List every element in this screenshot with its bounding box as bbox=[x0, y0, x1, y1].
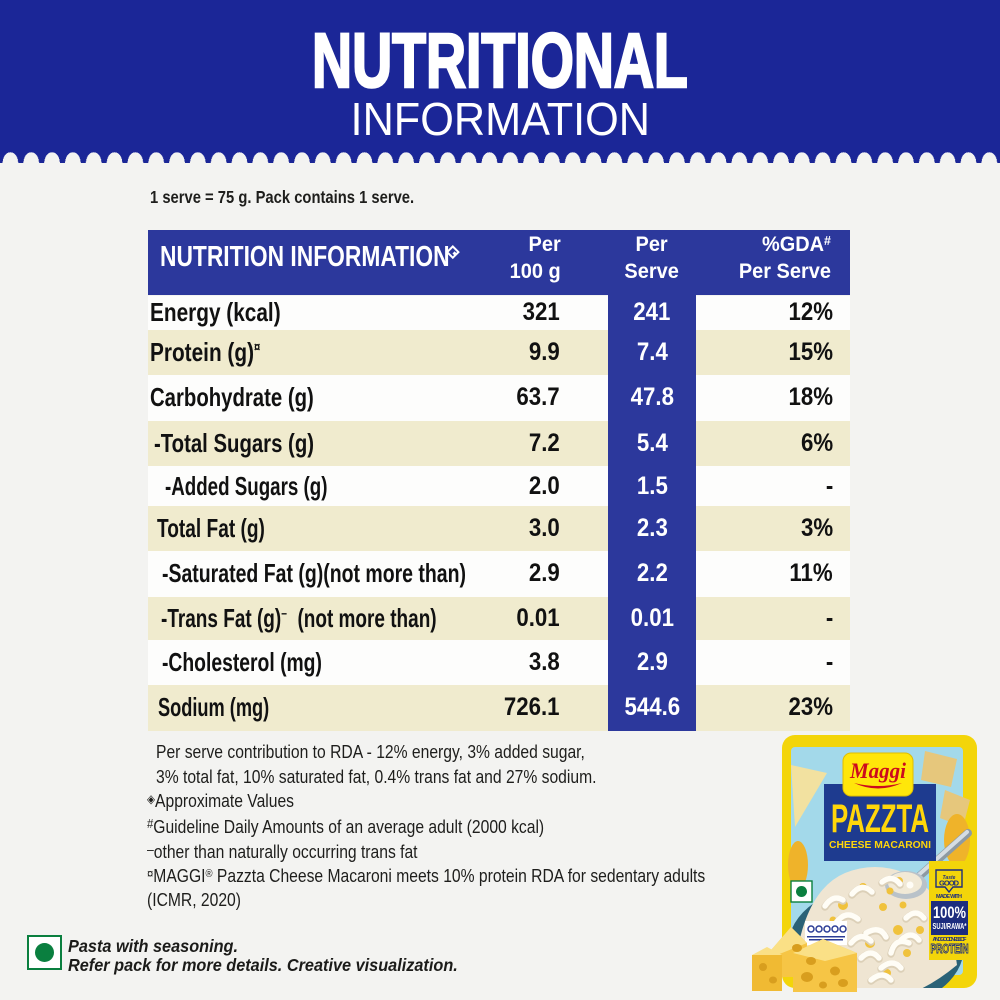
svg-text:100%: 100% bbox=[933, 903, 966, 922]
svg-text:CHEESE MACARONI: CHEESE MACARONI bbox=[829, 839, 931, 851]
svg-text:Taste: Taste bbox=[943, 875, 956, 881]
svg-text:GOOD: GOOD bbox=[939, 879, 960, 888]
svg-text:MADE WITH: MADE WITH bbox=[936, 894, 962, 900]
svg-text:Maggi: Maggi bbox=[849, 758, 907, 783]
svg-text:SUJI/RAWA*: SUJI/RAWA* bbox=[933, 921, 967, 931]
svg-text:PAZZTA: PAZZTA bbox=[831, 797, 929, 841]
svg-text:PROTEiN: PROTEiN bbox=[931, 941, 969, 956]
svg-text:AND GOODNESS OF: AND GOODNESS OF bbox=[933, 937, 968, 943]
